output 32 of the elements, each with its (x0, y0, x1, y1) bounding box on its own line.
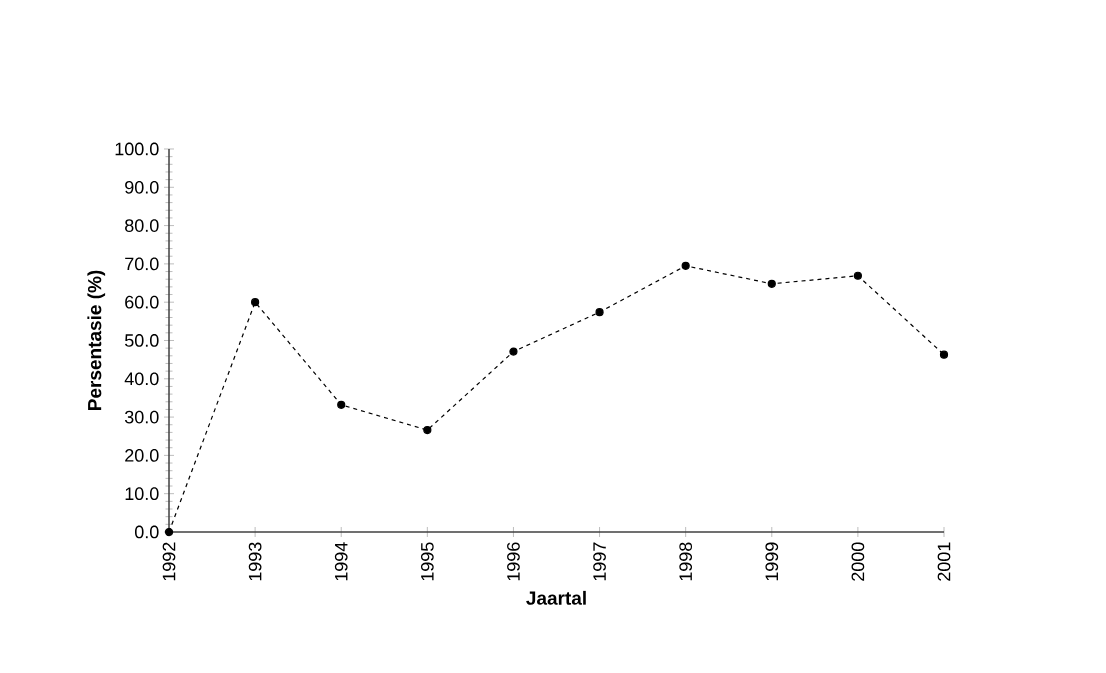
x-tick-label: 1996 (507, 542, 520, 581)
x-tick-label: 1999 (765, 542, 779, 581)
point (939, 350, 949, 359)
point (251, 298, 260, 307)
y-tick-label: 20.0 (125, 449, 159, 462)
x-tick-label: 1995 (420, 542, 434, 581)
x-tick-label: 1994 (334, 542, 348, 581)
y-tick-label: 80.0 (125, 219, 159, 232)
y-tick-label: 90.0 (125, 180, 159, 194)
point (595, 308, 604, 317)
y-tick-label: 100.0 (115, 142, 159, 156)
point (509, 347, 518, 356)
x-tick-label: 2000 (851, 542, 865, 581)
x-tick-label: 1997 (593, 542, 606, 581)
x-tick-label: 2001 (937, 542, 951, 581)
y-tick-label: 50.0 (124, 334, 159, 347)
x-tick-label: 1998 (679, 542, 693, 581)
point (337, 400, 346, 409)
y-tick-label: 0.0 (134, 525, 159, 539)
x-tick-label: 1993 (248, 542, 262, 581)
x-axis-title: Jaartal (526, 590, 586, 605)
x-tick-label: 1992 (162, 542, 176, 581)
y-tick-label: 70.0 (125, 257, 159, 271)
y-tick-label: 10.0 (125, 487, 159, 501)
y-tick-label: 60.0 (125, 295, 159, 309)
y-tick-label: 30.0 (124, 410, 159, 424)
point (767, 279, 776, 288)
point (681, 261, 690, 270)
point (853, 271, 862, 280)
y-tick-label: 40.0 (124, 372, 159, 386)
point (423, 426, 432, 435)
y-axis-title: Persentasie (%) (87, 270, 106, 410)
